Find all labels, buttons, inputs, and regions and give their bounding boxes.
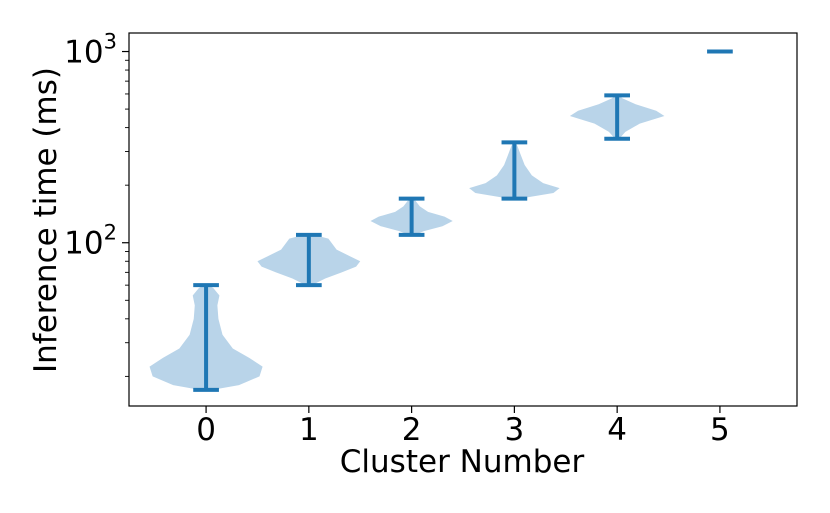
x-tick-label: 1	[299, 412, 319, 448]
x-tick-label: 4	[607, 412, 627, 448]
y-tick-label: 102	[64, 221, 117, 262]
x-tick-label: 3	[505, 412, 525, 448]
x-tick-label: 0	[196, 412, 216, 448]
x-tick-label: 2	[402, 412, 422, 448]
plot-frame	[128, 32, 798, 407]
x-axis-label: Cluster Number	[340, 444, 585, 480]
y-tick-label: 103	[64, 30, 117, 71]
y-ticks: 102 103	[64, 30, 129, 377]
y-axis-label: Inference time (ms)	[28, 67, 64, 373]
range-lines-layer	[193, 49, 733, 392]
x-ticks: 0 1 2 3 4 5	[196, 406, 730, 448]
x-tick-label: 5	[710, 412, 730, 448]
violins-layer	[149, 95, 665, 390]
